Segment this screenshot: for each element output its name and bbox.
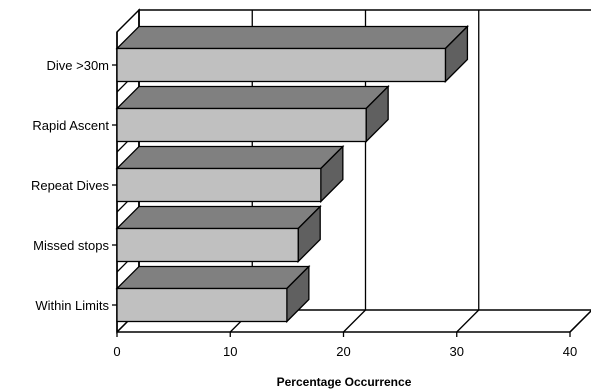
- category-label: Dive >30m: [47, 58, 110, 73]
- chart-bars: [115, 24, 469, 324]
- bar-2: [115, 84, 390, 144]
- tick-label-40: 40: [563, 344, 577, 359]
- tick-label-10: 10: [223, 344, 237, 359]
- category-label: Repeat Dives: [31, 178, 110, 193]
- bar-front-face: [116, 107, 367, 143]
- tick-label-0: 0: [113, 344, 120, 359]
- bar-1: [115, 24, 469, 84]
- bar-front-face: [116, 227, 299, 263]
- bar-front-face: [116, 287, 288, 323]
- bar-front-face: [116, 47, 447, 83]
- category-label: Missed stops: [33, 238, 109, 253]
- category-label: Rapid Ascent: [32, 118, 109, 133]
- floor-gridline-30: [456, 309, 480, 333]
- bar-top-face: [115, 205, 322, 230]
- floor-gridline-20: [343, 309, 366, 333]
- floor-gridline-40: [569, 310, 591, 333]
- bar-5: [115, 264, 311, 324]
- bar-3: [115, 144, 345, 204]
- bar-front-face: [116, 167, 322, 203]
- tick-label-30: 30: [450, 344, 464, 359]
- bar-top-face: [115, 25, 469, 50]
- tick-label-20: 20: [336, 344, 350, 359]
- bar-4: [115, 204, 322, 264]
- category-labels: Dive >30m Rapid Ascent Repeat Dives Missed …: [31, 58, 117, 313]
- bar-top-face: [115, 265, 311, 290]
- x-axis-title: Percentage Occurrence: [277, 375, 412, 389]
- x-axis-ticks: 0 10 20 30 40: [113, 332, 577, 359]
- category-label: Within Limits: [35, 298, 109, 313]
- bar-top-face: [115, 85, 390, 110]
- bar-top-face: [115, 145, 345, 170]
